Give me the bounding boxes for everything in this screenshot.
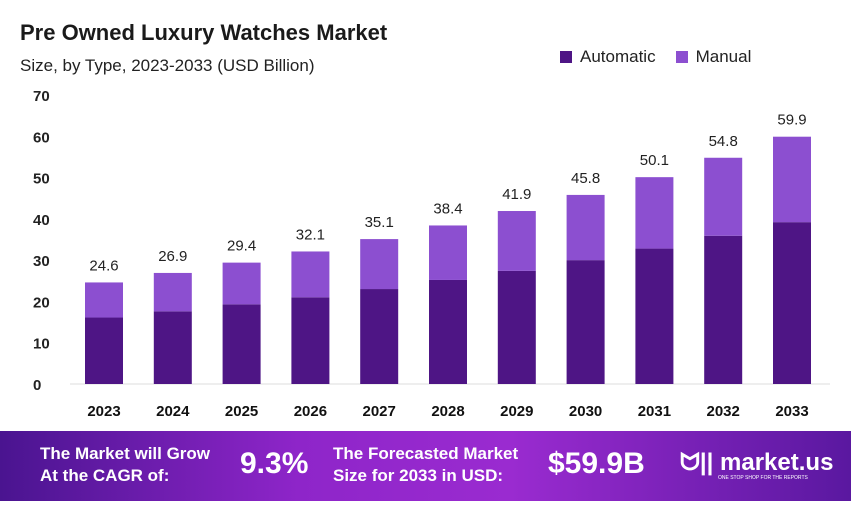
x-tick-label: 2030 [569, 403, 602, 420]
bar-automatic-2030 [566, 260, 605, 384]
x-tick-label: 2032 [707, 403, 740, 420]
y-tick-label: 60 [33, 129, 50, 146]
chart-title: Pre Owned Luxury Watches Market [20, 20, 388, 45]
bar-manual-2026 [291, 251, 330, 298]
legend-label: Manual [695, 47, 752, 66]
data-label-total: 26.9 [158, 248, 187, 265]
x-tick-label: 2028 [431, 403, 464, 420]
y-tick-label: 20 [33, 294, 50, 311]
cagr-value: 9.3% [240, 447, 309, 480]
bar-automatic-2027 [360, 289, 399, 384]
bar-manual-2028 [429, 225, 467, 280]
x-tick-label: 2026 [294, 403, 327, 420]
data-label-total: 35.1 [365, 214, 394, 231]
data-label-total: 24.6 [89, 257, 118, 274]
bar-manual-2023 [85, 282, 123, 318]
data-label-total: 50.1 [640, 152, 669, 169]
bar-manual-2025 [222, 262, 261, 305]
bar-manual-2027 [360, 239, 399, 290]
legend-item-automatic: Automatic [560, 47, 656, 67]
logo-icon: ᗢ|| [680, 449, 721, 476]
data-label-total: 59.9 [777, 112, 806, 129]
bar-manual-2033 [773, 136, 811, 223]
bar-manual-2032 [704, 157, 743, 236]
x-tick-label: 2029 [500, 403, 533, 420]
x-tick-label: 2023 [87, 403, 120, 420]
y-tick-label: 30 [33, 253, 50, 270]
x-tick-label: 2027 [363, 403, 396, 420]
bar-manual-2031 [635, 177, 674, 249]
cagr-label: The Market will Grow At the CAGR of: [40, 444, 211, 485]
bar-automatic-2033 [773, 222, 811, 384]
bar-manual-2029 [497, 211, 536, 271]
legend-swatch [560, 51, 572, 63]
bar-automatic-2029 [497, 270, 536, 384]
legend-label: Automatic [580, 47, 656, 66]
y-tick-label: 10 [33, 336, 50, 353]
bar-automatic-2024 [153, 311, 192, 384]
bar-manual-2030 [566, 194, 605, 261]
bar-manual-2024 [153, 272, 192, 312]
data-label-total: 29.4 [227, 238, 256, 255]
x-tick-label: 2024 [156, 403, 190, 420]
data-label-total: 38.4 [433, 200, 462, 217]
bar-automatic-2031 [635, 248, 674, 384]
data-label-total: 41.9 [502, 186, 531, 203]
legend-swatch [675, 51, 688, 63]
x-tick-label: 2033 [775, 403, 808, 420]
bar-automatic-2023 [85, 317, 123, 384]
footer-banner: The Market will Grow At the CAGR of: 9.3%… [0, 431, 851, 501]
forecast-label: The Forecasted Market Size for 2033 in US… [333, 444, 519, 485]
legend: Automatic Manual [560, 47, 751, 67]
data-label-total: 45.8 [571, 170, 600, 187]
x-tick-label: 2031 [638, 403, 671, 420]
forecast-value: $59.9B [548, 447, 645, 480]
data-label-total: 32.1 [296, 226, 325, 243]
x-tick-label: 2025 [225, 403, 258, 420]
data-label-total: 54.8 [709, 133, 738, 150]
bar-chart: 01020304050607024.6202326.9202429.420253… [33, 88, 830, 420]
legend-item-manual: Manual [675, 47, 752, 67]
y-tick-label: 70 [33, 88, 50, 105]
y-tick-label: 0 [33, 377, 41, 394]
y-tick-label: 40 [33, 212, 50, 229]
bar-automatic-2032 [704, 235, 743, 384]
y-tick-label: 50 [33, 171, 50, 188]
bar-automatic-2025 [222, 304, 261, 384]
bar-automatic-2026 [291, 297, 330, 384]
chart-subtitle: Size, by Type, 2023-2033 (USD Billion) [20, 56, 315, 75]
bar-automatic-2028 [429, 279, 467, 384]
market-us-logo: ᗢ|| market.us ONE STOP SHOP FOR THE REPOR… [680, 449, 834, 481]
